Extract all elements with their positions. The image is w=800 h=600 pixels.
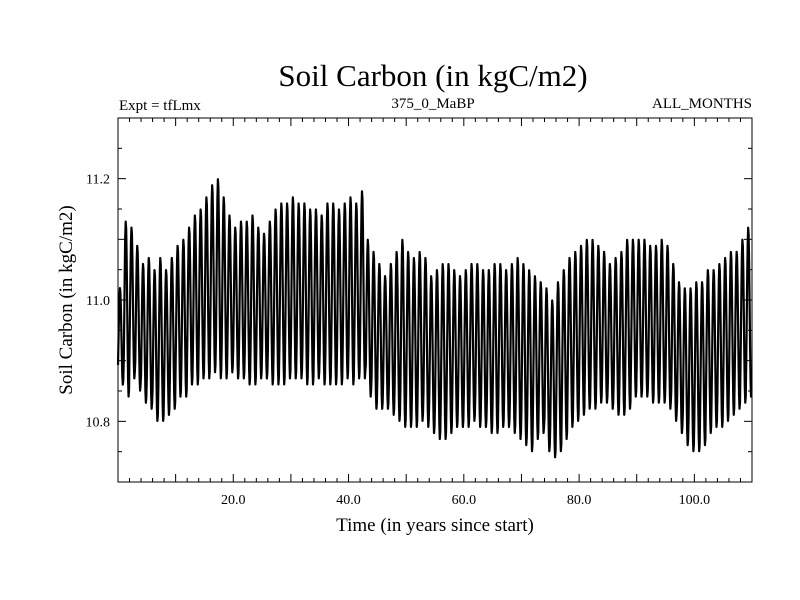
x-tick-labels: 20.0 40.0 60.0 80.0 100.0 xyxy=(221,493,710,508)
period-label: 375_0_MaBP xyxy=(391,96,474,112)
y-axis-label: Soil Carbon (in kgC/m2) xyxy=(56,205,77,394)
data-series xyxy=(116,178,753,459)
y-tick-label: 11.0 xyxy=(86,294,110,309)
x-axis-label: Time (in years since start) xyxy=(336,515,534,536)
x-tick-label: 40.0 xyxy=(336,493,361,508)
x-tick-label: 100.0 xyxy=(679,493,711,508)
y-tick-labels: 10.8 11.0 11.2 xyxy=(86,173,111,431)
x-tick-label: 20.0 xyxy=(221,493,246,508)
chart-title: Soil Carbon (in kgC/m2) xyxy=(278,58,587,93)
experiment-label: Expt = tfLmx xyxy=(119,98,201,114)
series-line xyxy=(116,178,753,459)
x-tick-label: 80.0 xyxy=(567,493,592,508)
y-tick-label: 11.2 xyxy=(86,173,110,188)
months-label: ALL_MONTHS xyxy=(652,96,752,112)
x-tick-label: 60.0 xyxy=(452,493,477,508)
y-tick-label: 10.8 xyxy=(86,415,111,430)
